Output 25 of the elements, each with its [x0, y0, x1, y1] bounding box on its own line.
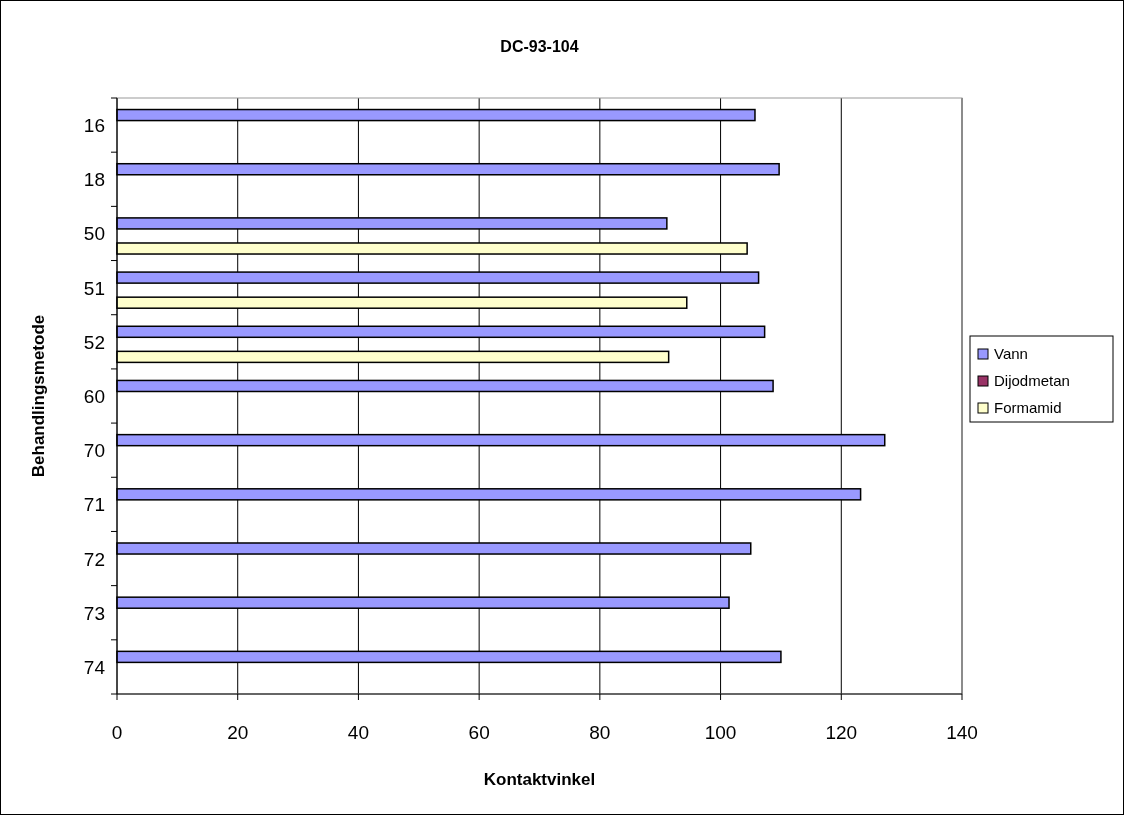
x-tick-label: 0 — [111, 722, 123, 743]
y-axis-title: Behandlingsmetode — [29, 314, 48, 478]
y-tick-label: 52 — [83, 331, 105, 353]
x-axis-title: Kontaktvinkel — [483, 770, 596, 789]
y-tick-label: 51 — [83, 277, 105, 299]
y-tick-label: 72 — [83, 548, 105, 570]
y-tick-label: 50 — [83, 223, 105, 245]
legend-label: Vann — [994, 345, 1028, 362]
x-tick-label: 80 — [589, 722, 611, 743]
x-tick-label: 40 — [347, 722, 369, 743]
legend-label: Formamid — [994, 399, 1062, 416]
y-tick-label: 16 — [83, 115, 105, 137]
y-tick-label: 71 — [83, 494, 105, 516]
y-tick-label: 74 — [83, 656, 106, 678]
y-tick-label: 18 — [83, 169, 105, 191]
x-tick-label: 20 — [227, 722, 249, 743]
y-tick-label: 70 — [83, 440, 105, 462]
x-tick-label: 140 — [946, 722, 978, 743]
y-tick-label: 73 — [83, 602, 105, 624]
x-tick-label: 120 — [825, 722, 858, 743]
x-tick-label: 100 — [704, 722, 737, 743]
x-tick-label: 60 — [468, 722, 490, 743]
chart-title: DC-93-104 — [500, 38, 579, 55]
legend-label: Dijodmetan — [994, 372, 1070, 389]
y-tick-label: 60 — [83, 386, 105, 407]
